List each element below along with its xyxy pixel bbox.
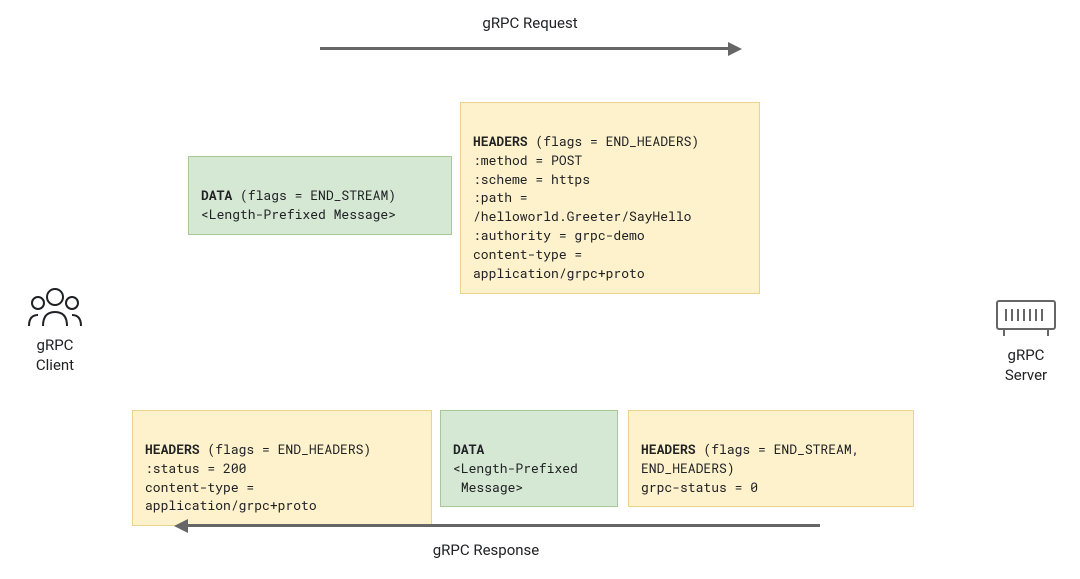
- req-headers-line-3: /helloworld.Greeter/SayHello: [473, 207, 691, 225]
- resp-h2-line-0: grpc-status = 0: [641, 478, 758, 496]
- resp-data-title: DATA: [453, 440, 484, 458]
- req-headers-line-2: :path =: [473, 188, 528, 206]
- resp-h2-title: HEADERS: [641, 440, 696, 458]
- request-data-frame: DATA (flags = END_STREAM) <Length-Prefix…: [188, 156, 452, 235]
- req-headers-flags: (flags = END_HEADERS): [528, 132, 700, 150]
- server-label-2: Server: [1005, 366, 1047, 384]
- req-data-title: DATA: [201, 186, 232, 204]
- response-label: gRPC Response: [396, 541, 576, 559]
- response-headers1-frame: HEADERS (flags = END_HEADERS) :status = …: [132, 410, 432, 526]
- server-icon: [994, 298, 1058, 340]
- resp-h1-line-2: application/grpc+proto: [145, 496, 317, 514]
- resp-h1-flags: (flags = END_HEADERS): [200, 440, 372, 458]
- response-headers2-frame: HEADERS (flags = END_STREAM, END_HEADERS…: [628, 410, 914, 507]
- req-headers-title: HEADERS: [473, 132, 528, 150]
- server-block: gRPC Server: [987, 298, 1065, 385]
- req-data-flags: (flags = END_STREAM): [232, 186, 396, 204]
- req-headers-line-0: :method = POST: [473, 151, 582, 169]
- resp-h1-line-0: :status = 200: [145, 459, 246, 477]
- resp-data-body: <Length-Prefixed Message>: [453, 459, 578, 496]
- resp-h1-line-1: content-type =: [145, 478, 254, 496]
- resp-h1-title: HEADERS: [145, 440, 200, 458]
- people-icon: [27, 286, 83, 330]
- response-data-frame: DATA <Length-Prefixed Message>: [440, 410, 618, 507]
- client-label-1: gRPC: [37, 336, 74, 354]
- req-headers-line-6: application/grpc+proto: [473, 264, 645, 282]
- request-arrow: [320, 47, 730, 50]
- client-block: gRPC Client: [20, 286, 90, 375]
- req-headers-line-1: :scheme = https: [473, 170, 590, 188]
- response-arrow: [186, 524, 820, 527]
- server-label-1: gRPC: [1008, 346, 1045, 364]
- req-headers-line-4: :authority = grpc-demo: [473, 226, 645, 244]
- request-label: gRPC Request: [450, 14, 610, 32]
- request-headers-frame: HEADERS (flags = END_HEADERS) :method = …: [460, 102, 760, 294]
- client-label-2: Client: [36, 356, 74, 374]
- req-headers-line-5: content-type =: [473, 245, 582, 263]
- req-data-body: <Length-Prefixed Message>: [201, 205, 396, 223]
